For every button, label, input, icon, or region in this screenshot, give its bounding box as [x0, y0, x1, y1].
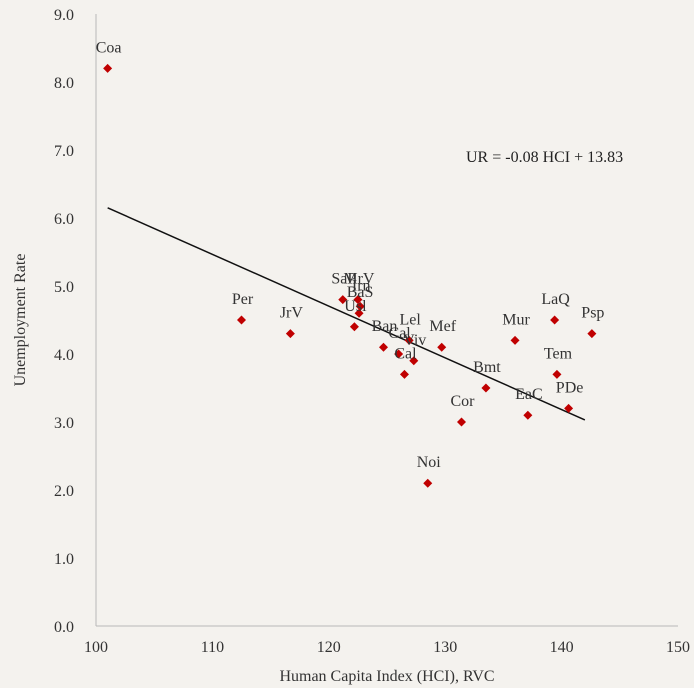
x-axis-title: Human Capita Index (HCI), RVC: [279, 668, 494, 685]
data-point: [409, 356, 419, 366]
x-tick-label: 150: [666, 639, 690, 656]
data-point: [481, 383, 491, 393]
y-tick-label: 6.0: [54, 211, 74, 228]
point-label: Irn: [352, 277, 371, 294]
point-label: Cor: [450, 393, 475, 410]
regression-equation: UR = -0.08 HCI + 13.83: [466, 149, 623, 166]
y-tick-label: 5.0: [54, 279, 74, 296]
data-point: [552, 369, 562, 379]
data-point: [399, 369, 409, 379]
y-tick-label: 3.0: [54, 415, 74, 432]
point-label: Noi: [417, 454, 442, 471]
y-tick-label: 7.0: [54, 143, 74, 160]
point-label: Viv: [403, 332, 426, 349]
point-label: SaP: [331, 271, 356, 288]
data-point: [510, 335, 520, 345]
x-tick-label: 120: [317, 639, 341, 656]
point-label: EaC: [515, 386, 543, 403]
point-label: Tem: [544, 345, 573, 362]
point-label: Bmt: [473, 359, 501, 376]
data-point: [355, 301, 365, 311]
x-tick-label: 100: [84, 639, 108, 656]
data-point: [423, 478, 433, 488]
data-point: [564, 403, 574, 413]
data-point: [338, 295, 348, 305]
point-label: JrV: [280, 305, 304, 322]
data-point: [349, 322, 359, 332]
x-tick-label: 140: [550, 639, 574, 656]
data-point: [587, 329, 597, 339]
x-tick-labels: 100 110 120 130 140 150: [84, 639, 690, 656]
y-tick-label: 9.0: [54, 7, 74, 24]
trend-line: [107, 207, 586, 421]
data-point: [354, 308, 364, 318]
y-axis-title: Unemployment Rate: [12, 254, 29, 387]
point-label: Lel: [399, 311, 421, 328]
point-label: Per: [232, 291, 254, 308]
point-label: Ban: [372, 318, 398, 335]
x-tick-label: 130: [433, 639, 457, 656]
data-point: [285, 329, 295, 339]
y-tick-label: 8.0: [54, 75, 74, 92]
data-point: [353, 295, 363, 305]
data-point: [394, 349, 404, 359]
point-label: Coa: [96, 39, 122, 56]
y-tick-label: 1.0: [54, 551, 74, 568]
point-label: Cal: [394, 345, 417, 362]
axes: [95, 14, 678, 627]
data-points: [103, 63, 597, 488]
point-label: PDe: [556, 379, 584, 396]
x-tick-label: 110: [201, 639, 224, 656]
point-label: Mef: [429, 318, 456, 335]
data-point: [237, 315, 246, 325]
point-label: Psp: [581, 305, 604, 322]
data-point: [437, 342, 447, 352]
data-point: [404, 335, 414, 345]
y-tick-label: 2.0: [54, 483, 74, 500]
point-label: BaS: [347, 284, 374, 301]
y-tick-labels: 0.0 1.0 2.0 3.0 4.0 5.0 6.0 7.0 8.0 9.0: [54, 7, 74, 636]
data-point: [523, 410, 533, 420]
y-tick-label: 4.0: [54, 347, 74, 364]
point-label: MrV: [343, 271, 375, 288]
point-label: Cal: [389, 325, 412, 342]
point-label: Mur: [502, 311, 530, 328]
y-tick-label: 0.0: [54, 619, 74, 636]
point-label: LaQ: [541, 291, 570, 308]
data-point: [379, 342, 389, 352]
data-point: [103, 63, 113, 73]
point-label: Usl: [344, 298, 367, 315]
data-point: [550, 315, 560, 325]
data-point: [456, 417, 466, 427]
